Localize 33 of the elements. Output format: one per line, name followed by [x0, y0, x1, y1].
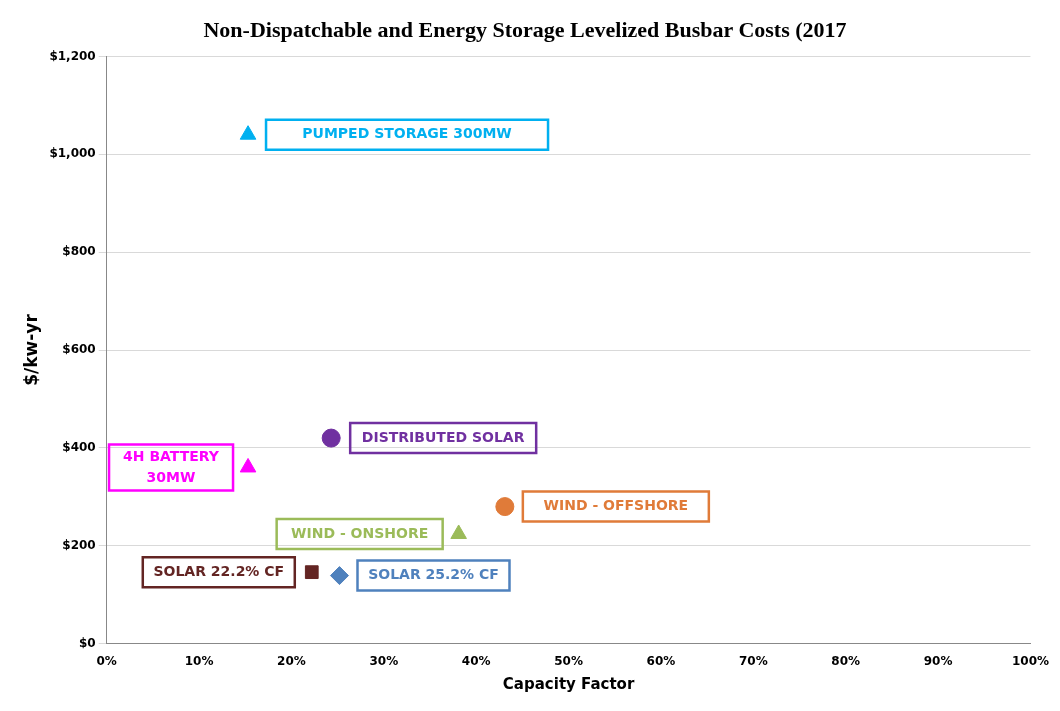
x-tick-label: 20%: [277, 653, 306, 668]
point: [329, 566, 349, 586]
x-tick-label: 0%: [96, 653, 117, 668]
x-tick-label: 70%: [738, 653, 768, 668]
chart-title: Non-Dispatchable and Energy Storage Levelized Busbar Costs (2017: [203, 16, 847, 42]
y-axis-title: $/kw-yr: [20, 313, 41, 386]
series-label: SOLAR 25.2% CF: [368, 566, 499, 583]
series-label: 4H BATTERY 30MW: [123, 448, 220, 486]
series-label: DISTRIBUTED SOLAR: [361, 428, 525, 445]
series-label: WIND - ONSHORE: [291, 524, 429, 541]
y-tick-label: $1,200: [49, 48, 96, 63]
text: PUMPED STORAGE 300MW: [302, 125, 512, 142]
y-tick-label: $600: [62, 342, 96, 357]
series-label: SOLAR 22.2% CF: [153, 562, 285, 579]
y-tick-label: $400: [62, 439, 96, 454]
x-tick-label: 60%: [646, 653, 676, 668]
x-tick-label: 10%: [184, 653, 214, 668]
point: [321, 428, 341, 448]
y-tick-label: $800: [62, 244, 96, 259]
y-tick-label: $0: [79, 635, 96, 650]
point: [495, 497, 515, 517]
text: WIND - OFFSHORE: [543, 497, 689, 514]
point: [239, 125, 257, 140]
y-tick-label: $200: [62, 537, 96, 552]
point: [304, 565, 319, 580]
x-tick-label: 40%: [461, 653, 491, 668]
x-tick-label: 80%: [831, 653, 861, 668]
x-tick-label: 30%: [369, 653, 399, 668]
x-tick-label: 50%: [554, 653, 583, 668]
x-tick-label: 90%: [923, 653, 953, 668]
x-tick-label: 100%: [1011, 653, 1049, 668]
y-tick-label: $1,000: [49, 146, 96, 161]
x-axis-title: Capacity Factor: [502, 674, 635, 693]
